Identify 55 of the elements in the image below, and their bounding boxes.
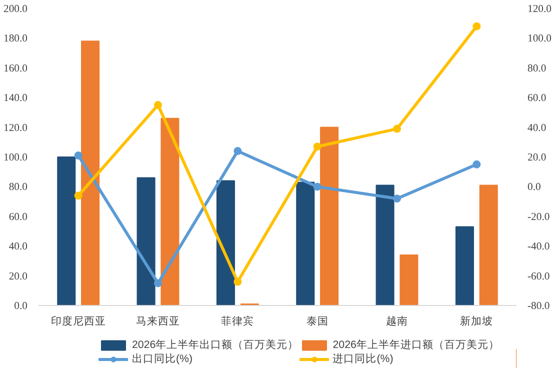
legend-label: 2026年上半年出口额（百万美元） [132,338,299,352]
point [313,182,322,191]
bar [296,182,315,306]
y2-tick-label: -40.0 [528,242,550,253]
bar [455,226,474,306]
x-tick-label: 印度尼西亚 [50,314,106,328]
point [234,278,242,286]
bar [376,184,394,306]
legend-label: 出口同比(%) [132,352,193,366]
y2-tick-label: 60.0 [528,93,546,104]
y-tick-label: 200.0 [4,4,28,15]
y2-tick-label: 20.0 [528,152,546,164]
y-tick-label: 160.0 [4,63,28,74]
point [234,147,242,156]
x-tick-label: 马来西亚 [136,314,180,328]
bar [320,126,339,306]
point [74,152,82,160]
bar [216,180,235,306]
y-tick-label: 20.0 [8,271,28,282]
point [313,142,322,151]
y-tick-label: 140.0 [4,93,28,104]
y2-tick-label: 120.0 [528,4,552,15]
point [393,124,401,133]
x-tick-label: 越南 [386,314,408,328]
y-tick-label: 0.0 [14,301,28,312]
bar [479,184,498,306]
y-tick-label: 100.0 [4,152,28,164]
bar [57,156,76,306]
bar [400,254,418,306]
y2-tick-label: 0.0 [528,182,541,194]
y2-tick-label: -60.0 [528,271,550,282]
legend-label: 2026年上半年进口额（百万美元） [332,338,500,352]
point [472,160,481,168]
y2-tick-label: 100.0 [528,34,552,45]
y2-tick-label: 80.0 [528,63,546,74]
bar [136,177,156,306]
bar [81,40,100,306]
y-tick-label: 120.0 [4,122,28,134]
point [472,22,481,30]
y-tick-label: 40.0 [8,242,28,253]
point [74,192,82,200]
y2-tick-label: -20.0 [528,212,550,223]
x-tick-label: 泰国 [306,316,328,328]
legend-label: 进口同比(%) [332,352,394,366]
x-tick-label: 菲律宾 [221,314,254,328]
y-tick-label: 80.0 [8,182,28,194]
point [393,194,401,203]
y2-tick-label: 40.0 [528,122,546,134]
point [154,101,162,110]
y-tick-label: 180.0 [4,34,28,45]
x-tick-label: 新加坡 [460,314,494,328]
y-tick-label: 60.0 [8,212,28,223]
bar [160,118,180,306]
y2-tick-label: -80.0 [528,301,550,312]
point [154,279,162,288]
